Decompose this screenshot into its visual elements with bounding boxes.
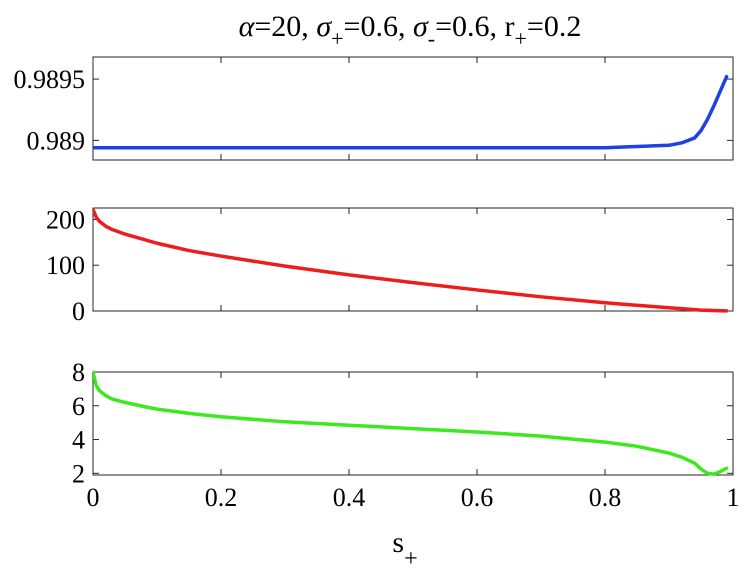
x-axis-label: s+ [392, 526, 417, 572]
top-y-tick-label: 0.9895 [14, 65, 86, 94]
title-r-plus-sub: + [515, 26, 527, 51]
title-alpha-symbol: α [239, 10, 256, 43]
middle-y-tick-label: 200 [46, 205, 85, 234]
title-alpha-value: =20, [254, 10, 316, 43]
top-series-line [93, 74, 729, 150]
top-y-tick-label: 0.989 [27, 126, 86, 155]
bottom-y-tick-label: 6 [72, 392, 85, 421]
title-sigma-plus-sub: + [331, 26, 343, 51]
x-tick-label: 1 [727, 483, 740, 512]
bottom-panel: 2 4 6 8 0 0.2 0.4 0.6 0.8 1 [72, 358, 740, 512]
x-tick-label: 0 [87, 483, 100, 512]
x-tick-label: 0.4 [333, 483, 366, 512]
title-r-plus-symbol: r [505, 10, 515, 43]
chart-title: α=20, σ+=0.6, σ-=0.6, r+=0.2 [239, 10, 582, 51]
x-tick-label: 0.2 [205, 483, 238, 512]
middle-axes-box [92, 207, 734, 312]
x-tick-label: 0.8 [589, 483, 622, 512]
title-sigma-plus-value: =0.6, [344, 10, 413, 43]
panels: 0.989 0.9895 0 100 200 2 4 6 8 0 0.2 0.4 0.6 0.8 1 [14, 56, 740, 512]
top-panel: 0.989 0.9895 [14, 56, 734, 161]
x-tick-label: 0.6 [461, 483, 494, 512]
bottom-series-line [93, 370, 729, 476]
bottom-axes-box [92, 371, 734, 476]
title-sigma-minus-sub: - [428, 26, 435, 51]
title-sigma-plus-symbol: σ [316, 10, 332, 43]
title-r-plus-value: =0.2 [527, 10, 581, 43]
x-axis-label-sub: + [404, 546, 418, 572]
bottom-y-tick-label: 4 [72, 426, 85, 455]
middle-series-line [93, 207, 729, 313]
title-sigma-minus-symbol: σ [413, 10, 429, 43]
middle-y-tick-label: 0 [72, 297, 85, 326]
x-axis-label-main: s [392, 526, 404, 559]
bottom-y-tick-label: 8 [72, 358, 85, 387]
top-axes-box [92, 56, 734, 161]
middle-y-tick-label: 100 [46, 251, 85, 280]
middle-panel: 0 100 200 [46, 205, 734, 326]
title-sigma-minus-value: =0.6, [435, 10, 504, 43]
bottom-y-tick-label: 2 [72, 459, 85, 488]
